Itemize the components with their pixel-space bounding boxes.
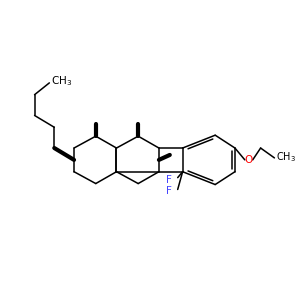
Text: F: F (166, 187, 172, 196)
Text: CH$_3$: CH$_3$ (51, 74, 73, 88)
Text: F: F (166, 175, 172, 184)
Text: CH$_3$: CH$_3$ (276, 150, 296, 164)
Text: O: O (244, 155, 253, 165)
